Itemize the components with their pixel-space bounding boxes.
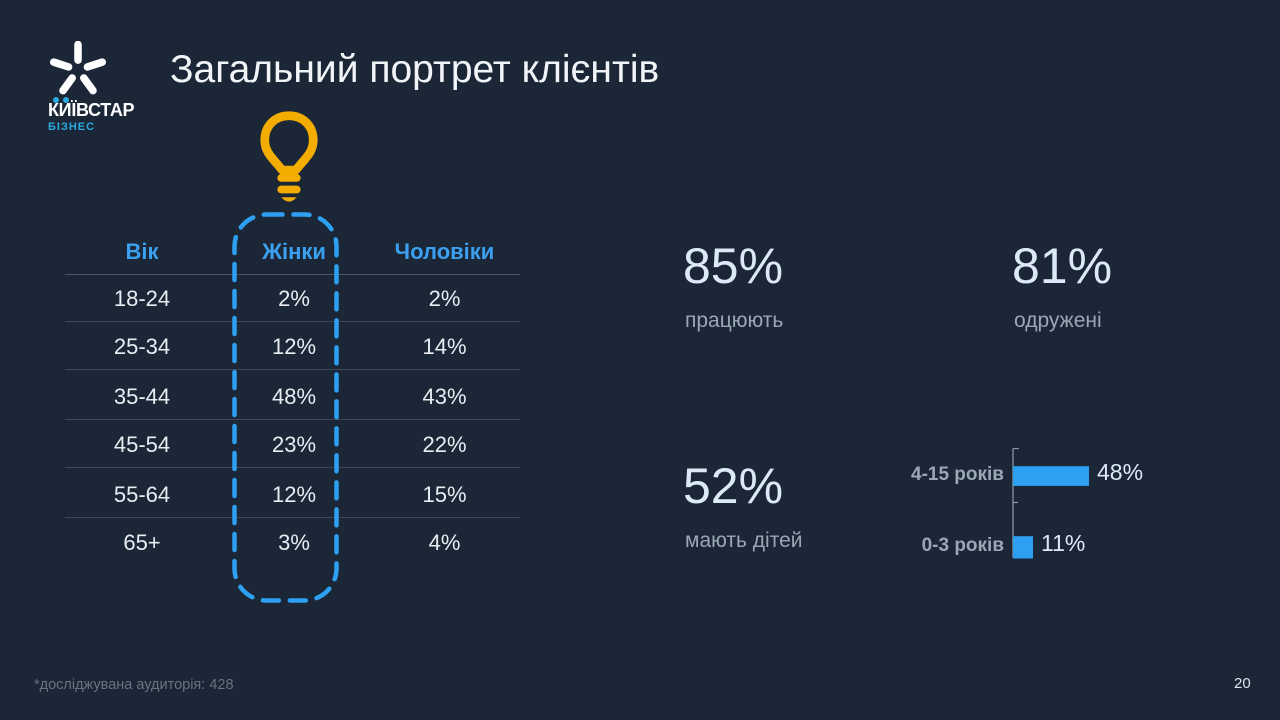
svg-text:11%: 11% [1041, 530, 1085, 556]
svg-text:0-3 років: 0-3 років [922, 535, 1004, 556]
svg-text:4-15 років: 4-15 років [911, 464, 1004, 485]
svg-text:48%: 48% [1097, 459, 1143, 485]
